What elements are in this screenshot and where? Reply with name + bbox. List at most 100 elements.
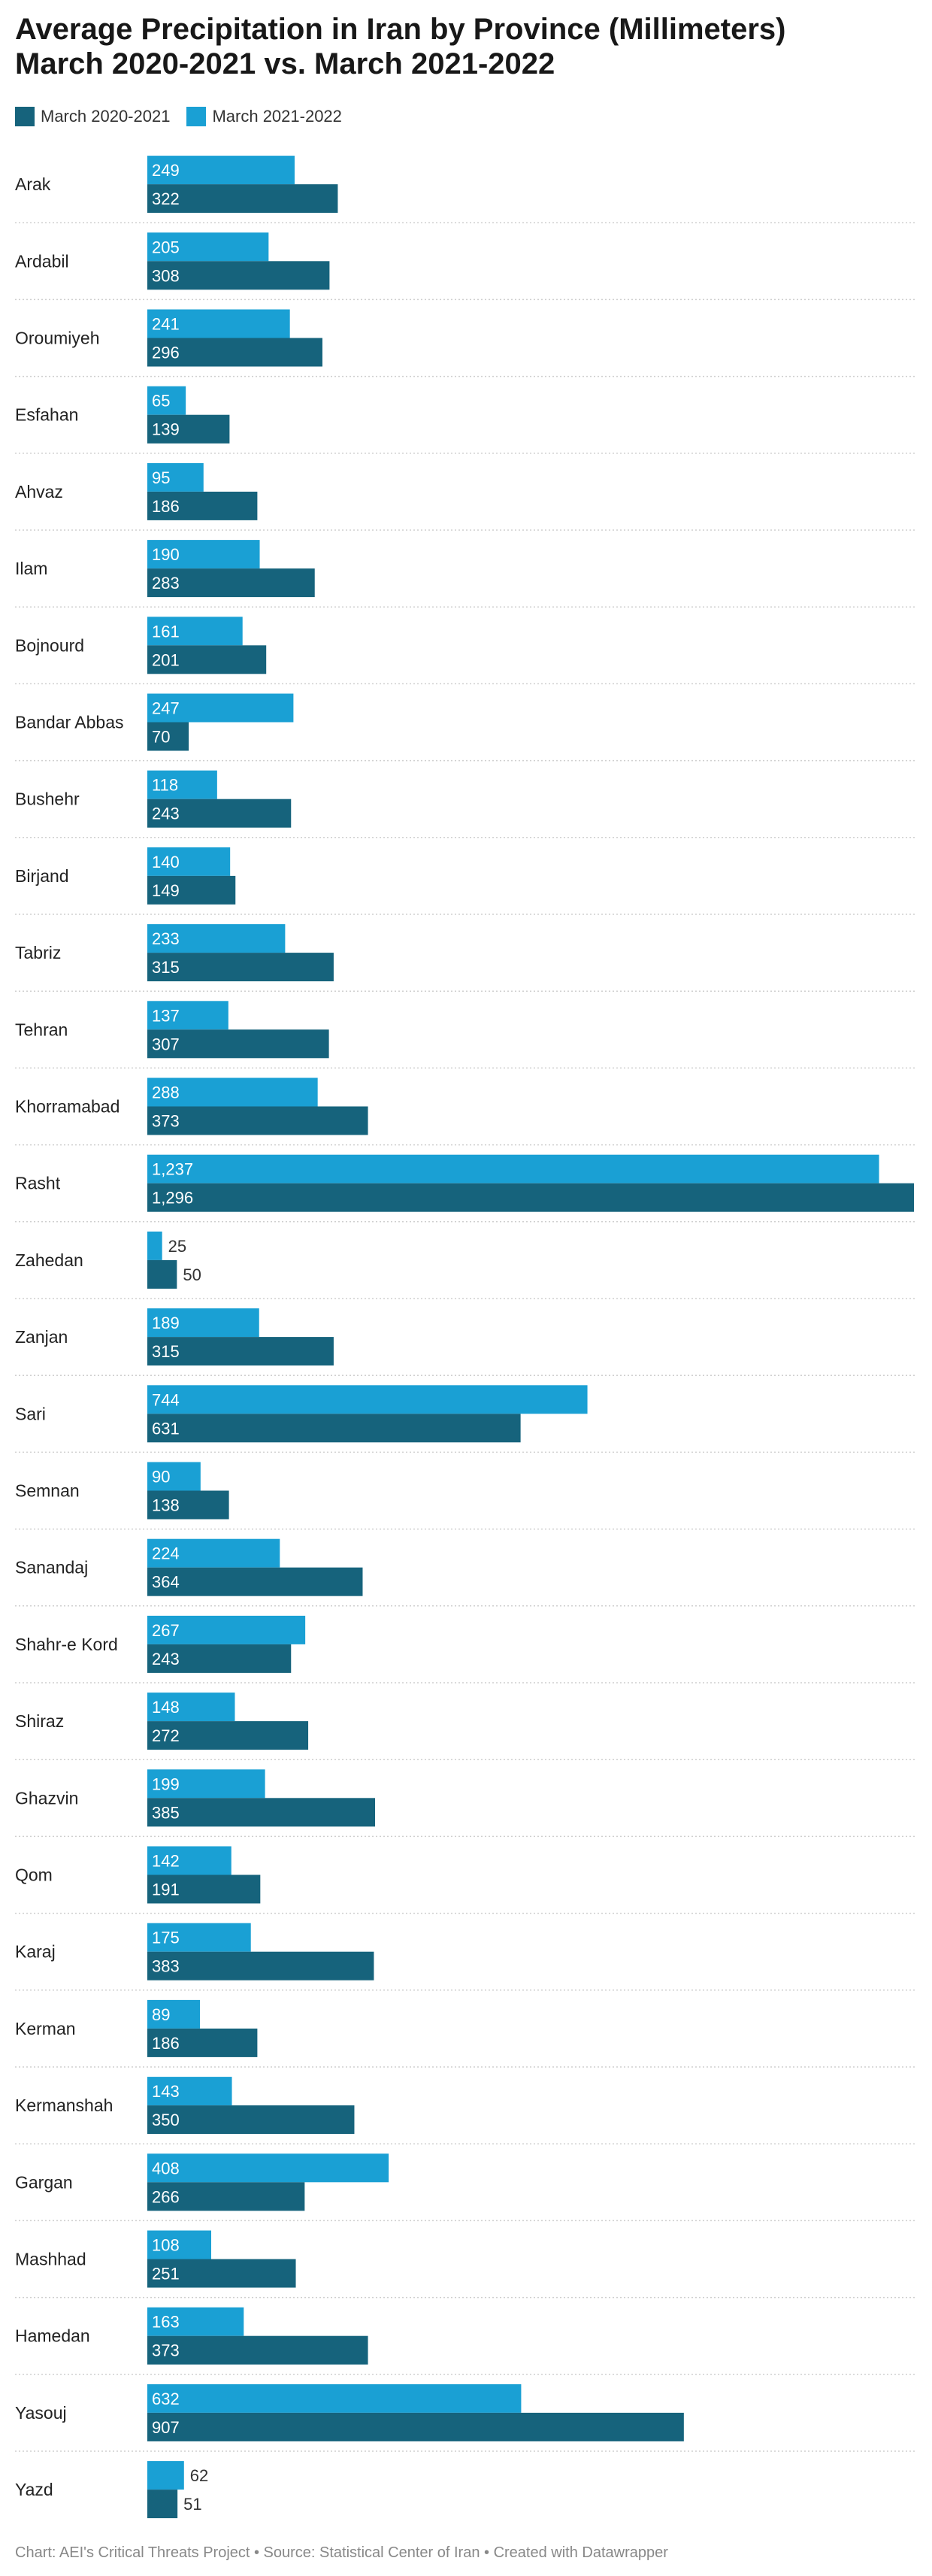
value-label-2020-2021-arak: 322 [152, 189, 180, 208]
bar-2021-2022-karaj [147, 1923, 251, 1952]
value-label-2020-2021-yazd: 51 [183, 2495, 201, 2514]
bar-2020-2021-sari [147, 1414, 521, 1443]
legend-swatch-2021-2022 [186, 107, 207, 126]
category-label-esfahan: Esfahan [15, 405, 78, 425]
value-label-2020-2021-bojnourd: 201 [152, 650, 180, 669]
bar-2020-2021-ghazvin [147, 1798, 376, 1827]
value-label-2021-2022-ardabil: 205 [152, 238, 180, 256]
value-label-2021-2022-yazd: 62 [190, 2466, 208, 2485]
category-label-yasouj: Yasouj [15, 2403, 67, 2423]
value-label-2020-2021-ghazvin: 385 [152, 1803, 180, 1822]
bar-2021-2022-bojnourd [147, 617, 243, 646]
category-label-birjand: Birjand [15, 866, 69, 886]
value-label-2020-2021-tabriz: 315 [152, 958, 180, 977]
value-label-2020-2021-birjand: 149 [152, 881, 180, 900]
bar-2020-2021-semnan [147, 1490, 229, 1520]
bar-2021-2022-mashhad [147, 2230, 211, 2259]
bar-2020-2021-tabriz [147, 953, 334, 982]
bar-2020-2021-karaj [147, 1951, 374, 1980]
value-label-2020-2021-kermanshah: 350 [152, 2111, 180, 2129]
category-label-ahvaz: Ahvaz [15, 482, 63, 502]
bar-2020-2021-gargan [147, 2182, 305, 2211]
category-label-yazd: Yazd [15, 2480, 53, 2499]
bar-2020-2021-bushehr [147, 799, 292, 828]
category-label-tabriz: Tabriz [15, 943, 61, 962]
value-label-2021-2022-bushehr: 118 [152, 776, 178, 795]
value-label-2020-2021-khorramabad: 373 [152, 1112, 180, 1131]
bar-2021-2022-semnan [147, 1462, 201, 1491]
chart-title: Average Precipitation in Iran by Provinc… [15, 12, 917, 81]
value-label-2020-2021-oroumiyeh: 296 [152, 344, 180, 362]
value-label-2021-2022-ghazvin: 199 [152, 1774, 180, 1793]
bar-2020-2021-sanandaj [147, 1567, 363, 1596]
value-label-2021-2022-mashhad: 108 [152, 2236, 180, 2255]
bar-2020-2021-kermanshah [147, 2105, 355, 2135]
value-label-2021-2022-shiraz: 148 [152, 1698, 180, 1717]
category-label-ghazvin: Ghazvin [15, 1788, 78, 1808]
value-label-2021-2022-birjand: 140 [152, 853, 180, 871]
category-label-bushehr: Bushehr [15, 789, 80, 809]
category-label-zahedan: Zahedan [15, 1250, 83, 1270]
value-label-2021-2022-shahr-e-kord: 267 [152, 1621, 180, 1640]
value-label-2021-2022-bandar-abbas: 247 [152, 699, 180, 718]
category-label-rasht: Rasht [15, 1174, 61, 1193]
bar-2020-2021-shahr-e-kord [147, 1644, 292, 1673]
category-label-khorramabad: Khorramabad [15, 1097, 120, 1117]
value-label-2021-2022-sanandaj: 224 [152, 1544, 180, 1563]
bar-2021-2022-hamedan [147, 2307, 244, 2336]
bar-2021-2022-khorramabad [147, 1077, 318, 1107]
bar-2021-2022-ahvaz [147, 462, 204, 492]
bar-2021-2022-qom [147, 1846, 231, 1875]
bar-2020-2021-rasht [147, 1183, 914, 1212]
category-label-shiraz: Shiraz [15, 1711, 64, 1731]
value-label-2020-2021-karaj: 383 [152, 1957, 180, 1976]
bar-2021-2022-bushehr [147, 770, 217, 799]
bar-2021-2022-zahedan [147, 1231, 162, 1260]
value-label-2020-2021-shahr-e-kord: 243 [152, 1650, 180, 1668]
value-label-2020-2021-bushehr: 243 [152, 805, 180, 823]
bar-2021-2022-arak [147, 156, 295, 185]
category-label-bojnourd: Bojnourd [15, 635, 84, 655]
value-label-2021-2022-qom: 142 [152, 1852, 180, 1871]
value-label-2021-2022-kerman: 89 [152, 2005, 170, 2024]
value-label-2020-2021-rasht: 1,296 [152, 1189, 193, 1208]
legend-swatch-2020-2021 [15, 107, 35, 126]
bar-2021-2022-oroumiyeh [147, 309, 290, 338]
category-label-sanandaj: Sanandaj [15, 1558, 88, 1577]
category-label-zanjan: Zanjan [15, 1327, 68, 1347]
value-label-2021-2022-semnan: 90 [152, 1468, 170, 1487]
category-label-ilam: Ilam [15, 559, 47, 578]
bar-2021-2022-kerman [147, 1999, 201, 2029]
bar-2020-2021-zahedan [147, 1259, 177, 1289]
legend-item-2021-2022: March 2021-2022 [186, 107, 342, 126]
bar-2020-2021-bojnourd [147, 645, 267, 674]
bar-2020-2021-bandar-abbas [147, 722, 189, 751]
category-label-ardabil: Ardabil [15, 251, 69, 271]
bar-2021-2022-ardabil [147, 232, 269, 262]
bar-2020-2021-esfahan [147, 414, 230, 444]
category-label-hamedan: Hamedan [15, 2326, 90, 2346]
bar-2021-2022-yasouj [147, 2384, 522, 2413]
legend-item-2020-2021: March 2020-2021 [15, 107, 170, 126]
value-label-2021-2022-hamedan: 163 [152, 2313, 180, 2332]
category-label-gargan: Gargan [15, 2172, 73, 2192]
bar-2021-2022-kermanshah [147, 2077, 232, 2106]
bar-2021-2022-gargan [147, 2153, 389, 2183]
value-label-2020-2021-sanandaj: 364 [152, 1573, 180, 1592]
chart-footer: Chart: AEI's Critical Threats Project • … [15, 2544, 668, 2561]
value-label-2021-2022-zahedan: 25 [168, 1237, 186, 1256]
legend-label-2020-2021: March 2020-2021 [41, 107, 171, 126]
bar-2020-2021-ilam [147, 568, 315, 598]
category-label-tehran: Tehran [15, 1020, 68, 1039]
value-label-2021-2022-kermanshah: 143 [152, 2082, 180, 2101]
value-label-2020-2021-hamedan: 373 [152, 2341, 180, 2360]
bar-2020-2021-ahvaz [147, 491, 258, 520]
bar-2020-2021-yasouj [147, 2412, 684, 2441]
value-label-2021-2022-ilam: 190 [152, 545, 180, 564]
bar-2021-2022-birjand [147, 847, 231, 876]
chart-title-line-2: March 2020-2021 vs. March 2021-2022 [15, 47, 555, 80]
bar-2021-2022-shahr-e-kord [147, 1615, 306, 1644]
value-label-2021-2022-esfahan: 65 [152, 392, 170, 411]
bar-2020-2021-zanjan [147, 1337, 334, 1366]
